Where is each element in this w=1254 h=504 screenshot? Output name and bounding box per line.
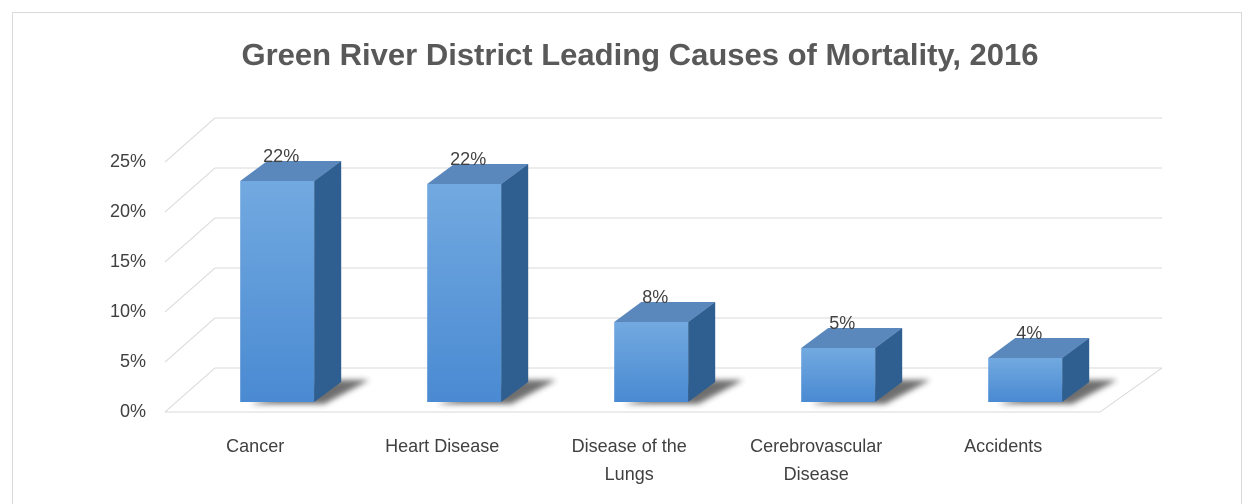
y-tick-label: 0% [120,401,146,421]
grid-line [164,217,216,263]
chart-title: Green River District Leading Causes of M… [241,37,1038,72]
x-tick-line: Heart Disease [385,436,499,456]
bar-top [240,161,342,181]
bar-top [614,302,716,322]
y-tick-label: 10% [110,301,146,321]
bar-top [427,164,529,184]
bar-top [988,338,1090,358]
grid-line [164,167,216,213]
x-tick-label: Cerebrovascular Disease [750,436,882,484]
data-label: 4% [1016,323,1042,343]
bar [801,348,876,402]
grid-line [164,267,216,313]
bar-top [801,328,903,348]
x-tick-label: Heart Disease [385,436,499,456]
bar-side [501,164,529,402]
bar-side [314,161,342,402]
data-label: 22% [263,146,299,166]
bar-side [1062,338,1090,402]
bar [427,184,502,402]
x-tick-line: Disease of the [572,436,687,456]
bar [240,181,315,402]
bar-side [875,328,903,402]
grid-line [164,117,216,163]
grid-line [164,317,216,363]
y-tick-label: 25% [110,151,146,171]
x-tick-line: Accidents [964,436,1042,456]
grid-line [164,367,216,413]
x-tick-line: Lungs [605,464,654,484]
x-tick-label: Accidents [964,436,1042,456]
y-tick-label: 15% [110,251,146,271]
x-tick-label: Cancer [226,436,284,456]
x-tick-line: Cancer [226,436,284,456]
x-tick-line: Cerebrovascular [750,436,882,456]
x-tick-label: Disease of the Lungs [572,436,687,484]
data-label: 8% [642,287,668,307]
bar [614,322,689,402]
y-tick-label: 5% [120,351,146,371]
x-tick-line: Disease [784,464,849,484]
data-label: 22% [450,149,486,169]
bar [988,358,1063,402]
floor-edge [1099,367,1163,413]
bar-side [688,302,716,402]
data-label: 5% [829,313,855,333]
chart-frame [12,12,1242,504]
y-tick-label: 20% [110,201,146,221]
